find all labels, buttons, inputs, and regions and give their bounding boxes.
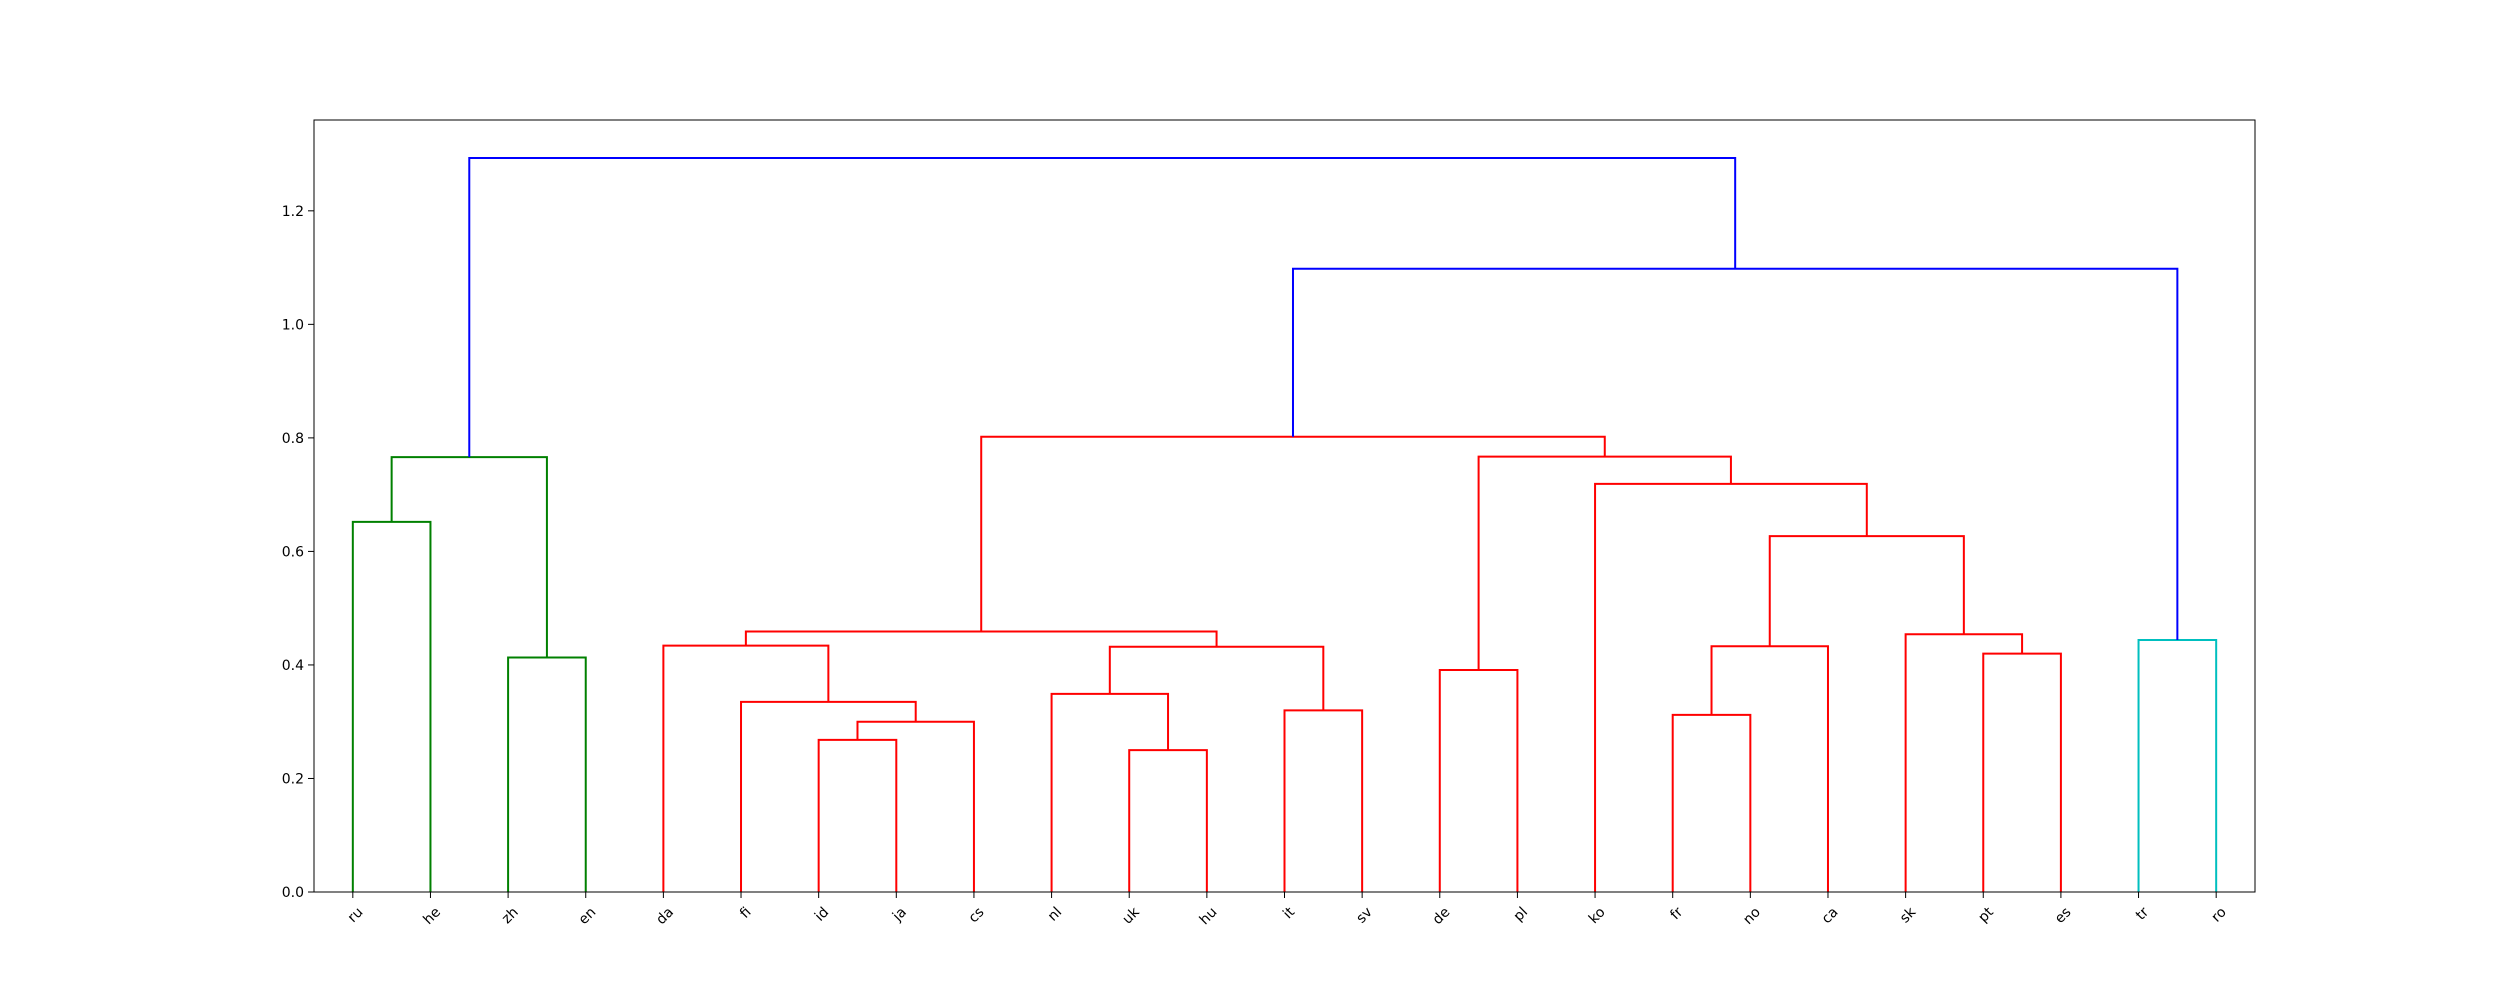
leaf-label-nl: nl: [1045, 904, 1065, 924]
link-ru-he: [351, 520, 432, 892]
leaf-label-fi: fi: [737, 904, 755, 922]
leaf-label-da: da: [653, 904, 677, 928]
y-tick-label: 1.2: [282, 204, 304, 220]
link-id-cs: [856, 720, 975, 892]
leaf-label-uk: uk: [1120, 904, 1144, 928]
link-fr-no: [1671, 713, 1752, 892]
leaf-label-de: de: [1430, 904, 1454, 928]
link-da-ro: [1291, 267, 2179, 640]
leaf-label-zh: zh: [499, 904, 522, 927]
leaf-label-es: es: [2052, 904, 2075, 927]
link-fr-ca: [1710, 645, 1829, 892]
link-da-cs: [662, 644, 830, 892]
link-root: [468, 157, 1737, 458]
link-fr-es: [1768, 535, 1965, 647]
y-axis: 0.0 0.2 0.4 0.6 0.8 1.0 1.2: [282, 204, 314, 901]
link-sk-es: [1904, 633, 2024, 892]
leaf-label-it: it: [1280, 904, 1298, 922]
leaf-label-tr: tr: [2133, 904, 2152, 923]
link-nl-hu: [1050, 692, 1170, 892]
leaf-label-ja: ja: [889, 904, 910, 925]
link-uk-hu: [1128, 749, 1208, 892]
leaf-label-sk: sk: [1897, 904, 1920, 927]
leaf-label-pt: pt: [1975, 904, 1997, 926]
y-tick-label: 0.4: [282, 658, 304, 674]
y-tick-label: 1.0: [282, 317, 304, 333]
y-tick-label: 0.6: [282, 544, 304, 560]
leaf-label-en: en: [576, 904, 600, 928]
link-fi-cs: [740, 700, 917, 892]
leaf-label-no: no: [1740, 904, 1764, 928]
link-pt-es: [1982, 652, 2062, 892]
leaf-label-hu: hu: [1197, 904, 1221, 928]
link-da-es: [980, 435, 1606, 632]
link-da-sv: [744, 630, 1218, 647]
leaf-label-pl: pl: [1511, 904, 1531, 924]
x-axis: ru he zh en da fi id ja cs nl uk hu it sv de pl ko fr no ca…: [345, 892, 2230, 928]
link-it-sv: [1283, 709, 1364, 892]
leaf-label-fr: fr: [1667, 904, 1686, 923]
leaf-label-he: he: [420, 904, 444, 928]
y-tick-label: 0.0: [282, 885, 304, 901]
link-ru-en: [390, 456, 548, 658]
link-ko-es: [1594, 482, 1868, 892]
y-tick-label: 0.8: [282, 431, 304, 447]
link-de-pl: [1438, 669, 1519, 892]
link-nl-sv: [1108, 645, 1325, 711]
leaf-label-ca: ca: [1819, 904, 1842, 927]
link-de-es: [1477, 455, 1732, 671]
leaf-label-ro: ro: [2209, 904, 2230, 925]
leaf-label-ko: ko: [1586, 904, 1609, 927]
leaf-label-ru: ru: [345, 904, 367, 926]
link-zh-en: [507, 656, 587, 892]
leaf-label-cs: cs: [966, 904, 988, 926]
y-tick-label: 0.2: [282, 771, 304, 787]
leaf-label-sv: sv: [1353, 904, 1375, 926]
link-id-ja: [817, 738, 898, 892]
leaf-label-id: id: [812, 904, 832, 924]
dendrogram-links: [351, 157, 2218, 892]
link-tr-ro: [2137, 638, 2218, 892]
